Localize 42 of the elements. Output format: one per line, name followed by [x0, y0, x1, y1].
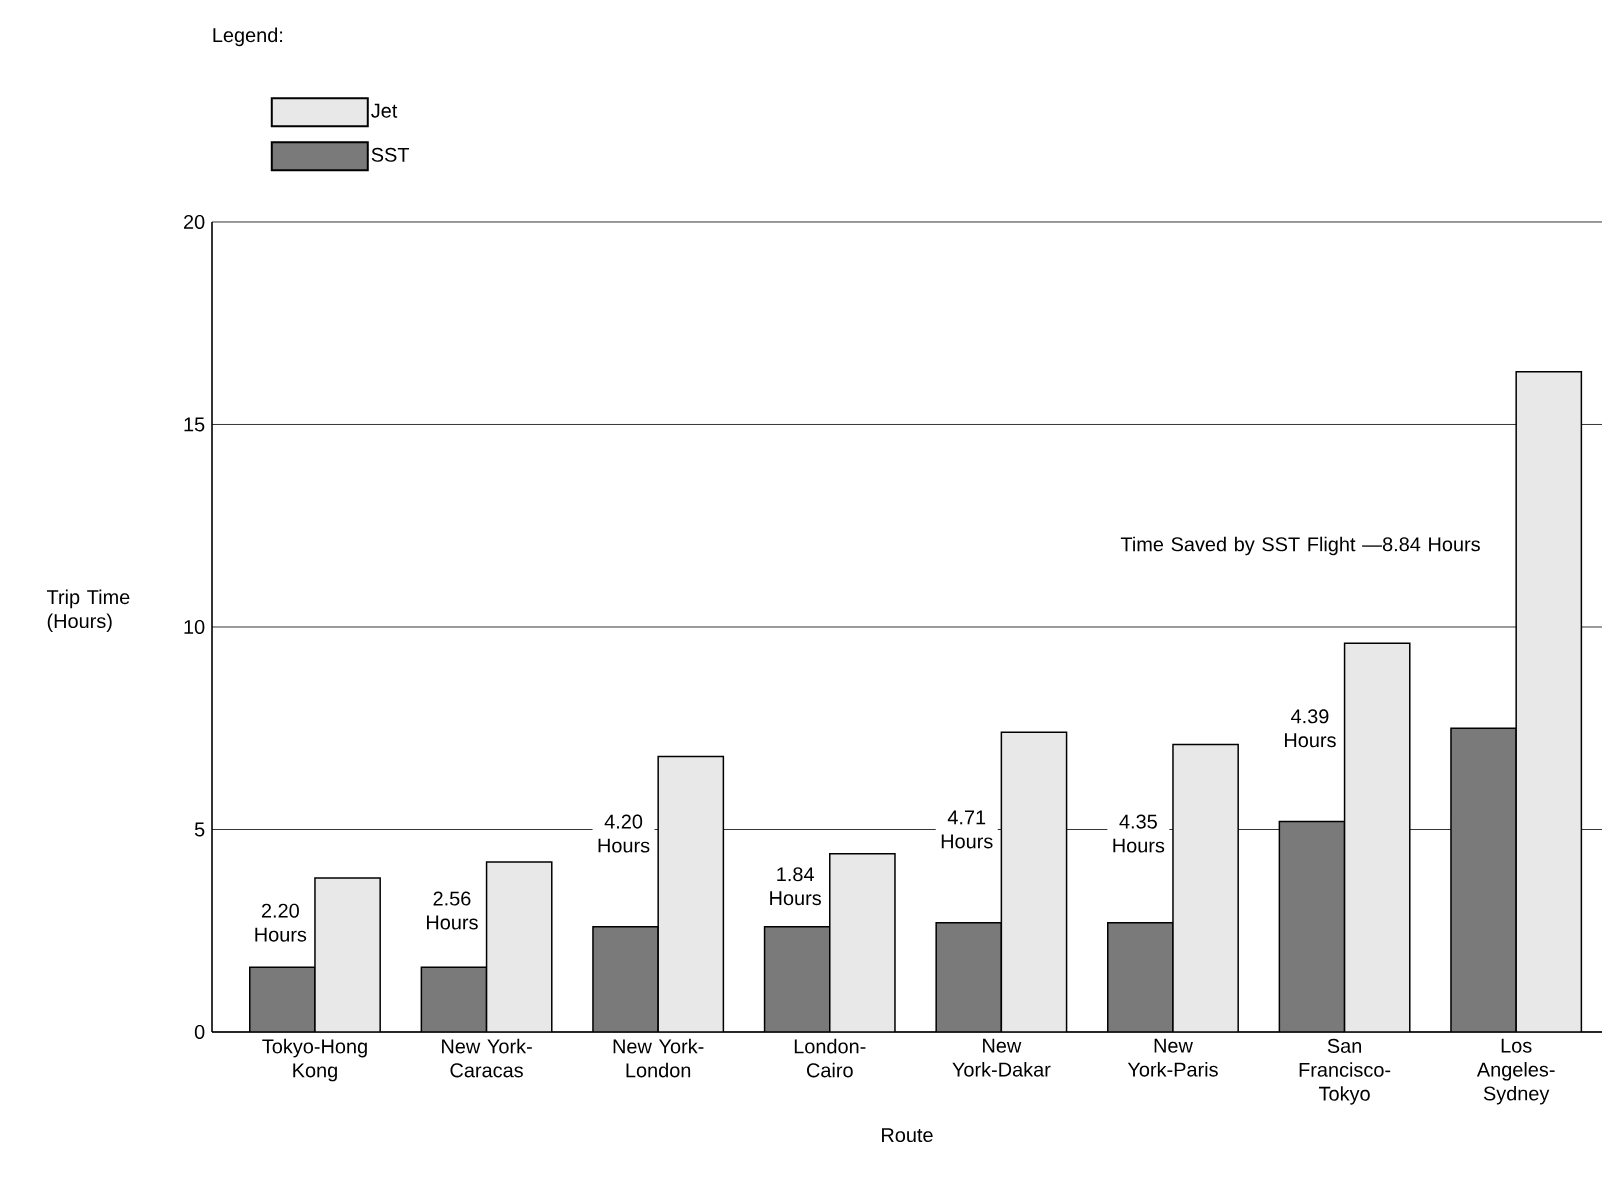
bar — [829, 853, 895, 1032]
annotation: Time Saved by SST Flight —8.84 Hours — [1120, 536, 1480, 556]
y-tick-label: 5 — [194, 822, 205, 837]
annotation: 4.20 Hours — [598, 814, 650, 853]
bar — [1515, 371, 1583, 1032]
annotation: 4.71 Hours — [941, 810, 993, 849]
bar — [1172, 744, 1239, 1032]
bar — [1279, 821, 1345, 1032]
bar — [658, 756, 724, 1032]
annotation: 4.35 Hours — [1113, 814, 1165, 853]
y-tick-label: 15 — [184, 417, 205, 432]
x-tick-label: London-Cairo — [794, 1038, 866, 1078]
bar — [764, 926, 830, 1032]
bar — [592, 926, 659, 1032]
annotation: 2.56 Hours — [427, 891, 478, 930]
x-tick-label: Tokyo-Hong Kong — [262, 1038, 367, 1082]
legend-label: SST — [371, 147, 410, 162]
annotation: 1.84 Hours — [770, 867, 821, 906]
legend-label: Jet — [371, 103, 398, 118]
bar — [1450, 727, 1517, 1032]
annotation: 4.39 Hours — [1285, 709, 1336, 748]
bar — [1001, 732, 1067, 1032]
x-tick-label: New York-Dakar — [952, 1038, 1051, 1077]
x-axis-title: Route — [882, 1128, 933, 1143]
bar — [1107, 922, 1173, 1032]
y-tick-label: 20 — [184, 214, 205, 230]
legend-title: Legend: — [213, 27, 283, 47]
bar — [249, 967, 315, 1032]
x-tick-label: New York-London — [613, 1038, 704, 1078]
annotation: 2.20 Hours — [255, 903, 307, 942]
bar — [421, 967, 487, 1032]
x-tick-label: New York-Paris — [1127, 1038, 1218, 1077]
bar — [1344, 643, 1410, 1032]
y-tick-label: 10 — [184, 619, 205, 635]
bar — [486, 861, 552, 1032]
y-axis-title: Trip Time (Hours) — [46, 589, 130, 633]
bar — [936, 922, 1002, 1032]
y-tick-label: 0 — [194, 1024, 205, 1040]
bar — [314, 878, 381, 1032]
x-tick-label: New York-Caracas — [442, 1038, 532, 1078]
x-tick-label: Los Angeles-Sydney — [1476, 1038, 1555, 1105]
x-tick-label: San Francisco-Tokyo — [1299, 1038, 1391, 1105]
